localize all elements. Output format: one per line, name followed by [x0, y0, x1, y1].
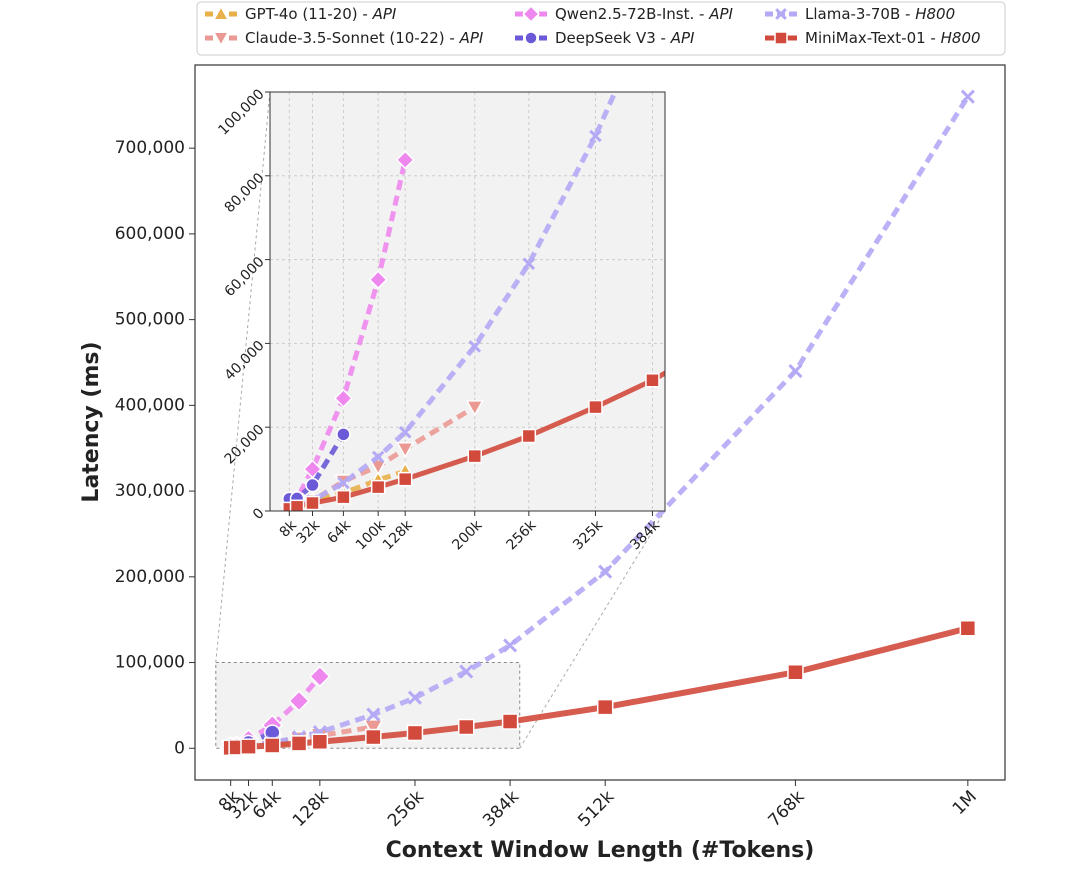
legend-platform: H800 — [915, 5, 955, 23]
x-tick-label: 128k — [289, 787, 333, 831]
inset-series-group — [279, 92, 1030, 511]
marker — [290, 735, 308, 752]
marker — [396, 441, 415, 459]
marker — [522, 257, 536, 271]
marker — [240, 738, 257, 755]
y-tick-label: 200,000 — [115, 567, 185, 587]
marker — [598, 564, 613, 579]
marker — [288, 690, 310, 712]
legend-name: Qwen2.5-72B-Inst. - — [555, 5, 704, 23]
marker — [368, 270, 388, 290]
marker — [1017, 133, 1030, 146]
marker — [395, 150, 415, 170]
legend-platform: API — [459, 29, 484, 47]
legend-label: Qwen2.5-72B-Inst. - API — [555, 5, 734, 23]
marker — [467, 448, 482, 464]
marker — [596, 698, 614, 716]
y-axis-title: Latency (ms) — [79, 341, 104, 502]
legend-item: Llama-3-70B - H800 — [765, 5, 955, 23]
legend-label: Llama-3-70B - H800 — [805, 5, 955, 23]
marker — [465, 400, 484, 417]
y-tick-label: 500,000 — [115, 310, 185, 330]
x-tick-label: 768k — [764, 787, 808, 831]
marker — [960, 89, 975, 104]
marker — [457, 718, 475, 736]
legend-name: MiniMax-Text-01 - — [805, 29, 936, 47]
marker — [501, 713, 519, 730]
legend-name: Llama-3-70B - — [805, 5, 910, 23]
legend-label: DeepSeek V3 - API — [555, 29, 695, 47]
legend-item: DeepSeek V3 - API — [515, 29, 695, 47]
legend-item: MiniMax-Text-01 - H800 — [765, 29, 981, 47]
legend-label: MiniMax-Text-01 - H800 — [805, 29, 981, 47]
marker — [333, 388, 353, 408]
y-tick-label: 0 — [174, 738, 185, 758]
marker — [289, 499, 305, 511]
marker — [305, 495, 320, 511]
legend-item: GPT-4o (11-20) - API — [205, 5, 397, 23]
marker — [311, 733, 329, 751]
legend-platform: H800 — [941, 29, 981, 47]
marker — [371, 450, 385, 464]
y-tick-label: 400,000 — [115, 395, 185, 415]
legend-platform: API — [670, 29, 695, 47]
legend-name: Claude-3.5-Sonnet (10-22) - — [245, 29, 455, 47]
legend-platform: API — [708, 5, 733, 23]
legend-label: GPT-4o (11-20) - API — [245, 5, 397, 23]
x-tick-label: 1M — [949, 787, 981, 819]
marker — [503, 638, 518, 653]
legend-name: GPT-4o (11-20) - — [245, 5, 368, 23]
marker — [521, 428, 537, 444]
legend-item: Qwen2.5-72B-Inst. - API — [515, 5, 734, 23]
marker — [407, 690, 423, 705]
marker — [406, 724, 424, 742]
marker — [363, 719, 384, 738]
marker — [468, 340, 482, 353]
x-tick-label: 384k — [479, 787, 523, 831]
legend-box — [196, 1, 1006, 56]
y-tick-label: 100,000 — [115, 653, 185, 673]
legend-name: DeepSeek V3 - — [555, 29, 666, 47]
inset-frame — [269, 91, 666, 512]
marker — [309, 665, 331, 688]
marker — [775, 8, 787, 20]
y-tick-label: 600,000 — [115, 224, 185, 244]
marker — [365, 728, 382, 746]
marker — [524, 31, 538, 45]
marker — [336, 489, 351, 505]
marker — [212, 5, 230, 21]
marker — [398, 425, 412, 439]
marker — [788, 364, 803, 379]
marker — [397, 471, 413, 487]
marker — [522, 5, 540, 23]
marker — [305, 477, 320, 493]
marker — [588, 399, 603, 415]
zoom-connector — [519, 510, 666, 749]
y-tick-label: 300,000 — [115, 481, 185, 501]
marker — [589, 129, 602, 143]
marker — [787, 663, 804, 681]
marker — [336, 427, 351, 442]
marker — [645, 373, 660, 388]
legend-item: Claude-3.5-Sonnet (10-22) - API — [205, 29, 484, 47]
marker — [774, 31, 788, 45]
marker — [212, 31, 230, 47]
x-tick-label: 256k — [384, 787, 428, 831]
marker — [370, 479, 386, 495]
series-group — [219, 89, 977, 759]
marker — [959, 620, 977, 637]
legend-label: Claude-3.5-Sonnet (10-22) - API — [245, 29, 484, 47]
legend-platform: API — [372, 5, 397, 23]
marker — [366, 707, 381, 722]
x-tick-label: 512k — [574, 787, 618, 831]
marker — [459, 664, 474, 679]
marker — [264, 737, 281, 754]
y-tick-label: 700,000 — [115, 138, 185, 158]
marker — [337, 476, 350, 490]
x-axis-title: Context Window Length (#Tokens) — [386, 838, 815, 863]
inset-plot-area — [269, 91, 666, 512]
x-tick-label: 64k — [249, 787, 286, 824]
